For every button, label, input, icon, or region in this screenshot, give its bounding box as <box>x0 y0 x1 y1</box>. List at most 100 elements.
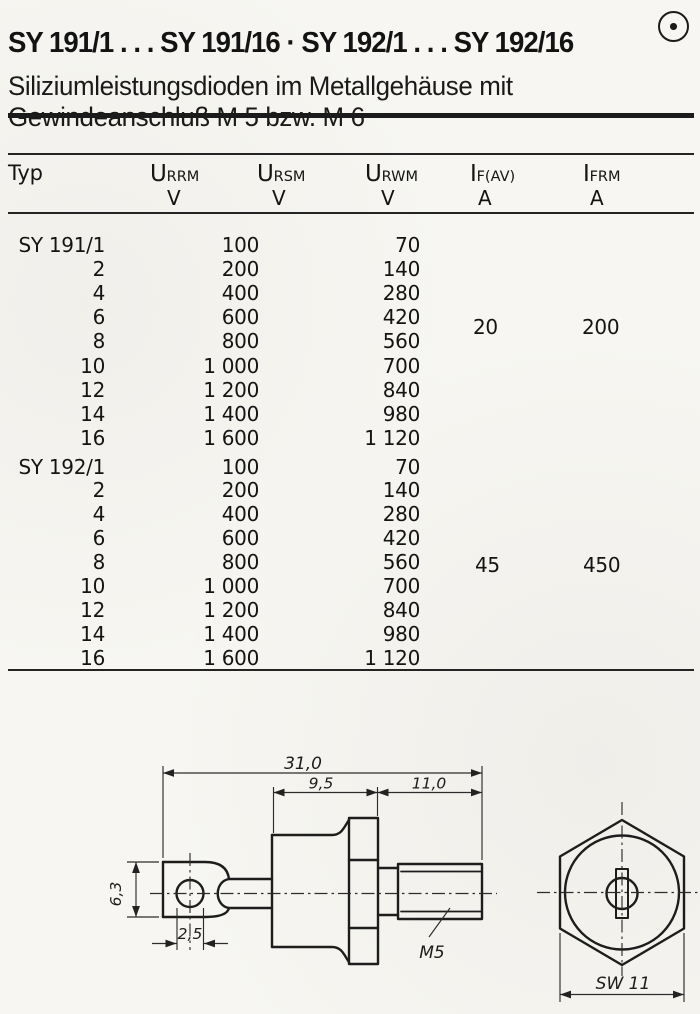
cell-urwm: 560 <box>382 329 421 354</box>
dim-hole-label: 2,5 <box>178 925 203 943</box>
cell-urwm: 420 <box>382 305 421 330</box>
cell-urrm: 200 <box>221 478 260 503</box>
cell-urwm: 70 <box>395 454 420 479</box>
cell-urrm: 1 000 <box>203 574 259 598</box>
cell-typ: 2 <box>92 478 106 503</box>
cell-urwm: 980 <box>382 401 421 426</box>
cell-typ: 4 <box>92 502 106 527</box>
cell-urwm: 700 <box>382 574 421 598</box>
table-row: SY 191/1 100 70 <box>0 233 700 257</box>
cell-urrm: 100 <box>221 232 260 257</box>
table-row: 2 200 140 <box>0 257 700 281</box>
cell-urrm: 600 <box>221 526 260 551</box>
table-row: SY 192/1 100 70 <box>0 455 700 479</box>
cell-typ: 6 <box>92 305 106 330</box>
unit-ifrm: A <box>590 186 604 210</box>
table-row: 10 1 000 700 <box>0 354 700 378</box>
table-row: 16 1 600 1 120 <box>0 426 700 450</box>
cell-typ: 10 <box>80 353 105 378</box>
cell-urwm: 1 120 <box>364 426 420 451</box>
thread-size-label: M5 <box>419 943 444 963</box>
circle-dot-icon-center <box>670 23 677 30</box>
cell-urwm: 140 <box>382 478 421 503</box>
table-row: 6 600 420 <box>0 305 700 329</box>
cell-urrm: 100 <box>221 454 260 479</box>
divider-header-bottom <box>8 212 694 215</box>
table-row: 12 1 200 840 <box>0 598 700 622</box>
dim-thread-label: 11,0 <box>412 775 447 793</box>
cell-urwm: 700 <box>382 353 421 378</box>
cell-typ: SY 191/1 <box>18 232 105 257</box>
cell-urrm: 600 <box>221 305 260 330</box>
circle-dot-icon <box>658 11 689 42</box>
cell-typ: 8 <box>92 329 106 354</box>
table-row: 12 1 200 840 <box>0 378 700 402</box>
cell-typ: 14 <box>80 401 105 426</box>
table-row: 4 400 280 <box>0 502 700 526</box>
cell-typ: SY 192/1 <box>18 454 105 479</box>
dim-tab-height-label: 6,3 <box>107 882 125 907</box>
cell-urrm: 1 600 <box>203 426 259 451</box>
cell-typ: 16 <box>80 426 105 451</box>
cell-urrm: 1 400 <box>203 621 259 646</box>
cell-typ: 6 <box>92 526 106 551</box>
side-view-drawing: 31,0 9,5 11,0 6,3 2,5 M5 <box>107 754 497 966</box>
cell-urrm: 1 400 <box>203 401 259 426</box>
cell-urrm: 200 <box>221 256 260 281</box>
table-row: 14 1 400 980 <box>0 402 700 426</box>
divider-table-bottom <box>8 669 694 672</box>
unit-urwm: V <box>381 186 395 210</box>
cell-urrm: 1 200 <box>203 377 259 402</box>
cell-urwm: 1 120 <box>364 645 420 670</box>
cell-urwm: 70 <box>395 232 420 257</box>
cell-urwm: 280 <box>382 280 421 305</box>
end-view-drawing: SW 11 <box>537 802 700 1002</box>
divider-thick <box>8 113 694 118</box>
col-header-typ: Typ <box>8 161 43 185</box>
cell-urrm: 1 600 <box>203 645 259 670</box>
table-row: 2 200 140 <box>0 478 700 502</box>
unit-ifav: A <box>478 186 492 210</box>
value-ifav-sy191: 20 <box>473 315 498 339</box>
table-row: 10 1 000 700 <box>0 574 700 598</box>
table-row: 16 1 600 1 120 <box>0 646 700 670</box>
dim-body-label: 9,5 <box>309 775 334 793</box>
cell-typ: 8 <box>92 550 106 575</box>
cell-urwm: 280 <box>382 502 421 527</box>
table-row: 4 400 280 <box>0 281 700 305</box>
cell-urwm: 840 <box>382 597 421 622</box>
cell-typ: 10 <box>80 574 105 598</box>
value-ifrm-sy192: 450 <box>583 553 621 577</box>
dim-overall-label: 31,0 <box>284 754 322 774</box>
page-title: SY 191/1 . . . SY 191/16 · SY 192/1 . . … <box>8 27 574 60</box>
col-header-urrm: URRM <box>150 161 200 187</box>
dim-wrench-size-label: SW 11 <box>596 974 651 994</box>
divider-table-top <box>8 152 694 155</box>
cell-typ: 2 <box>92 256 106 281</box>
cell-urrm: 1 000 <box>203 353 259 378</box>
value-ifav-sy192: 45 <box>475 553 500 577</box>
cell-urrm: 800 <box>221 329 260 354</box>
table-row: 8 800 560 <box>0 329 700 353</box>
col-header-urwm: URWM <box>365 161 418 187</box>
cell-urwm: 840 <box>382 377 421 402</box>
page-subtitle: Siliziumleistungsdioden im Metallgehäuse… <box>8 71 513 132</box>
cell-urwm: 420 <box>382 526 421 551</box>
table-row: 14 1 400 980 <box>0 622 700 646</box>
cell-urwm: 980 <box>382 621 421 646</box>
cell-typ: 12 <box>80 377 105 402</box>
cell-urrm: 800 <box>221 550 260 575</box>
unit-urrm: V <box>167 186 181 210</box>
cell-urrm: 400 <box>221 280 260 305</box>
screwdriver-slot <box>615 868 629 919</box>
col-header-ifrm: IFRM <box>583 161 621 187</box>
col-header-ifav: IF(AV) <box>470 161 516 187</box>
table-row: 8 800 560 <box>0 550 700 574</box>
cell-urwm: 560 <box>382 550 421 575</box>
package-drawing: 31,0 9,5 11,0 6,3 2,5 M5 <box>107 754 700 1002</box>
cell-urrm: 400 <box>221 502 260 527</box>
cell-typ: 14 <box>80 621 105 646</box>
cell-typ: 16 <box>80 645 105 670</box>
subtitle-line-1: Siliziumleistungsdioden im Metallgehäuse… <box>8 71 513 101</box>
